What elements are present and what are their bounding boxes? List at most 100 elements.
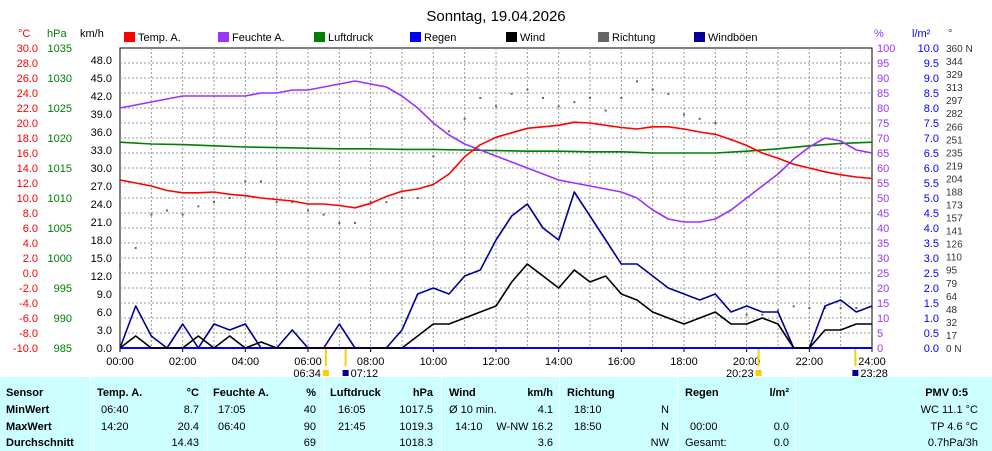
wind-max-time: 14:10 xyxy=(455,421,483,433)
pressure-tick-label: 995 xyxy=(54,283,72,295)
wind-tick-label: 27.0 xyxy=(91,181,112,193)
rain-tick-label: 3.0 xyxy=(924,253,939,265)
dir-min: N xyxy=(661,404,669,416)
temp-min: 8.7 xyxy=(183,404,199,416)
col-pmv: PMV 0:5 WC 11.1 °C TP 4.6 °C 0.7hPa/3h xyxy=(795,377,992,451)
wind-tick-label: 0.0 xyxy=(97,343,112,355)
direction-tick-label: 64 xyxy=(946,292,958,303)
rain-tick-label: 5.5 xyxy=(924,178,939,190)
direction-point xyxy=(777,309,779,312)
humidity-tick-label: 30 xyxy=(877,253,889,265)
x-tick-label: 16:00 xyxy=(608,356,636,368)
humidity-tick-label: 35 xyxy=(877,238,889,250)
rain-tick-label: 6.5 xyxy=(924,148,939,160)
series-line-windb-en xyxy=(119,191,873,349)
direction-point xyxy=(150,213,153,216)
row-label-min: MinWert xyxy=(6,404,50,416)
header-wind-unit: km/h xyxy=(527,387,553,399)
direction-tick-label: 313 xyxy=(946,83,963,94)
x-tick-label: 24:00 xyxy=(858,356,886,368)
direction-point xyxy=(401,197,403,199)
wind-tick-label: 12.0 xyxy=(91,271,112,283)
series-line-temp-a xyxy=(119,121,873,209)
sun-marker-icon xyxy=(852,370,859,376)
wind-tick-label: 39.0 xyxy=(91,109,112,121)
chart-title: Sonntag, 19.04.2026 xyxy=(426,8,565,25)
direction-tick-label: 266 xyxy=(946,122,963,133)
pressure-tick-label: 1035 xyxy=(48,43,72,55)
temp-tick-label: 20.0 xyxy=(17,118,38,130)
temp-tick-label: 0.0 xyxy=(23,268,38,280)
series-layer xyxy=(119,80,873,349)
direction-tick-label: 32 xyxy=(946,318,958,329)
temp-max-time: 14:20 xyxy=(101,421,129,433)
rain-tick-label: 0.0 xyxy=(924,343,939,355)
rain-tick-label: 3.5 xyxy=(924,238,939,250)
wind-tick-label: 42.0 xyxy=(91,91,112,103)
direction-point xyxy=(589,97,591,99)
header-humidity-unit: % xyxy=(306,387,316,399)
temp-tick-label: -2.0 xyxy=(19,283,38,295)
row-label-avg: Durchschnitt xyxy=(6,437,74,449)
header-pmv: PMV 0:5 xyxy=(925,387,968,399)
direction-point xyxy=(181,213,184,216)
grid-lines xyxy=(120,48,872,348)
direction-point xyxy=(557,105,560,108)
legend-label: Temp. A. xyxy=(138,32,181,44)
direction-tick-label: 157 xyxy=(946,214,963,225)
col-humidity: Feuchte A. % 17:05 40 06:40 90 69 xyxy=(207,377,324,451)
direction-point xyxy=(291,201,294,204)
press-min-time: 16:05 xyxy=(338,404,366,416)
hum-max: 90 xyxy=(303,421,316,433)
direction-tick-label: 219 xyxy=(946,161,963,172)
humidity-tick-label: 85 xyxy=(877,88,889,100)
humidity-tick-label: 90 xyxy=(877,73,889,85)
direction-point xyxy=(683,113,685,116)
dir-max-time: 18:50 xyxy=(574,421,602,433)
header-pressure: Luftdruck xyxy=(330,387,381,399)
direction-point xyxy=(307,209,309,212)
hum-avg: 69 xyxy=(303,437,316,449)
wind-tick-label: 48.0 xyxy=(91,55,112,67)
rain-tick-label: 1.0 xyxy=(924,313,939,325)
direction-point xyxy=(322,213,325,216)
wind-tick-label: 21.0 xyxy=(91,217,112,229)
x-tick-label: 06:00 xyxy=(294,356,322,368)
humidity-tick-label: 40 xyxy=(877,223,889,235)
humidity-tick-label: 65 xyxy=(877,148,889,160)
direction-tick-label: 79 xyxy=(946,279,958,290)
direction-point xyxy=(714,122,717,124)
header-pressure-unit: hPa xyxy=(412,387,433,399)
wind-tick-label: 30.0 xyxy=(91,163,112,175)
press-avg: 1018.3 xyxy=(399,437,433,449)
legend-label: Windböen xyxy=(708,32,758,44)
humidity-tick-label: 25 xyxy=(877,268,889,280)
temp-tick-label: 24.0 xyxy=(17,88,38,100)
direction-point xyxy=(698,117,701,120)
x-tick-label: 18:00 xyxy=(670,356,698,368)
rain-tick-label: 8.5 xyxy=(924,88,939,100)
temp-tick-label: 18.0 xyxy=(17,133,38,145)
rain-tick-label: 7.5 xyxy=(924,118,939,130)
legend: Temp. A. Feuchte A. Luftdruck Regen Wind Rich… xyxy=(124,32,758,44)
rain-tick-label: 2.0 xyxy=(924,283,939,295)
legend-swatch xyxy=(598,32,609,42)
legend-swatch xyxy=(218,32,229,42)
humidity-tick-label: 70 xyxy=(877,133,889,145)
header-direction: Richtung xyxy=(567,387,615,399)
direction-point xyxy=(416,197,419,199)
humidity-tick-label: 0 xyxy=(877,343,883,355)
humidity-tick-label: 80 xyxy=(877,103,889,115)
row-label-max: MaxWert xyxy=(6,421,52,433)
pressure-tick-label: 1000 xyxy=(48,253,72,265)
direction-point xyxy=(134,247,137,249)
direction-tick-label: 173 xyxy=(946,201,963,212)
temp-avg: 14.43 xyxy=(171,437,199,449)
sun-marker-icon xyxy=(755,370,762,376)
wind-min: 4.1 xyxy=(537,404,553,416)
weather-chart: Sonntag, 19.04.2026 Temp. A. Feuchte A. Lu… xyxy=(13,8,973,377)
hum-max-time: 06:40 xyxy=(218,421,246,433)
header-humidity: Feuchte A. xyxy=(213,387,269,399)
direction-point xyxy=(197,205,200,208)
direction-point xyxy=(620,97,623,99)
